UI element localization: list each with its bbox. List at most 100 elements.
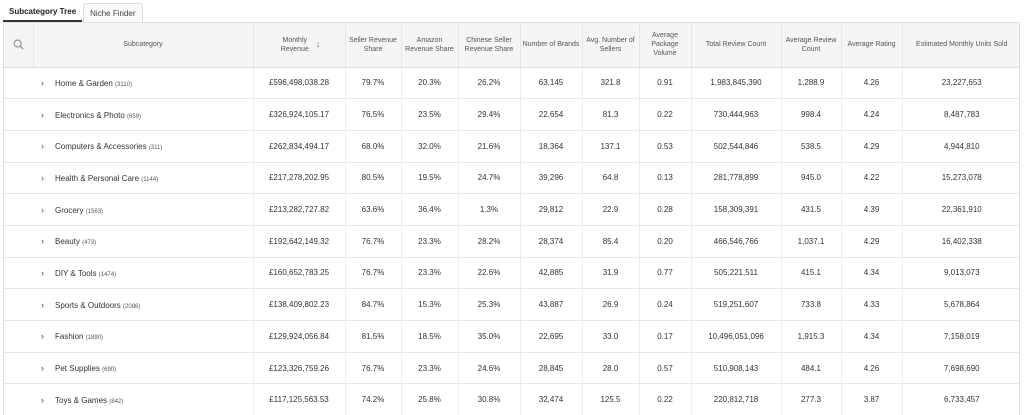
subcategory-count: (473) xyxy=(82,240,97,247)
subcategory-cell[interactable]: › Electronics & Photo (659) xyxy=(33,99,253,131)
subcategory-name: Fashion xyxy=(55,332,84,342)
subcategory-cell[interactable]: › DIY & Tools (1474) xyxy=(33,257,253,289)
number-of-brands-cell: 22,695 xyxy=(519,320,582,353)
total-review-count-cell: 158,309,391 xyxy=(690,193,781,226)
avg-number-of-sellers-cell: 26.9 xyxy=(581,288,639,321)
row-spacer-cell xyxy=(4,289,33,321)
avg-number-of-sellers-cell: 137.1 xyxy=(581,130,639,163)
subcategory-count: (659) xyxy=(127,113,142,120)
subcategory-count: (1890) xyxy=(85,335,104,342)
total-review-count-cell: 730,444,963 xyxy=(690,98,781,131)
header-subcategory[interactable]: Subcategory xyxy=(32,23,253,68)
chevron-right-icon[interactable]: › xyxy=(41,331,44,342)
header-number-of-brands[interactable]: Number of Brands xyxy=(519,23,582,68)
table-row[interactable]: › Fashion (1890) £129,924,056.84 81.5% 18.5%… xyxy=(4,320,1019,353)
average-package-volume-cell: 0.57 xyxy=(638,352,691,384)
chevron-right-icon[interactable]: › xyxy=(41,267,44,278)
amazon-revenue-share-cell: 23.3% xyxy=(400,257,458,289)
table-row[interactable]: › DIY & Tools (1474) £160,652,783.25 76.7% 2… xyxy=(4,257,1019,289)
total-review-count-cell: 505,221,511 xyxy=(690,257,781,289)
header-seller-revenue-share[interactable]: Seller Revenue Share xyxy=(344,23,401,68)
header-average-package-volume[interactable]: Average Package Volume xyxy=(638,23,691,68)
search-header-cell[interactable] xyxy=(4,23,33,68)
header-estimated-monthly-units-sold[interactable]: Estimated Monthly Units Sold xyxy=(901,23,1019,68)
subcategory-cell[interactable]: › Fashion (1890) xyxy=(33,321,253,353)
avg-number-of-sellers-cell: 31.9 xyxy=(581,257,639,289)
subcategory-cell[interactable]: › Toys & Games (842) xyxy=(33,384,253,415)
amazon-revenue-share-cell: 23.3% xyxy=(400,225,458,258)
avg-number-of-sellers-cell: 33.0 xyxy=(581,320,639,353)
number-of-brands-cell: 18,364 xyxy=(519,130,582,163)
average-package-volume-cell: 0.22 xyxy=(638,383,691,415)
subcategory-name: Beauty xyxy=(55,237,80,247)
table-row[interactable]: › Health & Personal Care (1144) £217,278,2… xyxy=(4,162,1019,194)
chevron-right-icon[interactable]: › xyxy=(41,394,44,405)
average-review-count-cell: 733.8 xyxy=(780,288,841,321)
table-row[interactable]: › Home & Garden (3110) £596,498,038.28 79.7… xyxy=(4,67,1019,99)
chevron-right-icon[interactable]: › xyxy=(41,236,44,247)
tab-niche-finder[interactable]: Niche Finder xyxy=(83,3,143,22)
estimated-monthly-units-sold-cell: 4,944,810 xyxy=(901,130,1019,163)
subcategory-cell[interactable]: › Beauty (473) xyxy=(33,225,253,257)
chinese-seller-revenue-share-cell: 26.2% xyxy=(457,67,520,99)
chevron-right-icon[interactable]: › xyxy=(41,172,44,183)
header-total-review-count[interactable]: Total Review Count xyxy=(690,23,781,68)
chevron-right-icon[interactable]: › xyxy=(41,204,44,215)
subcategory-cell[interactable]: › Grocery (1563) xyxy=(33,194,253,226)
header-chinese-seller-revenue-share[interactable]: Chinese Seller Revenue Share xyxy=(457,23,520,68)
subcategory-name: Electronics & Photo xyxy=(55,110,125,120)
table-row[interactable]: › Pet Supplies (690) £123,326,759.26 76.7% 2… xyxy=(4,352,1019,384)
subcategory-cell[interactable]: › Pet Supplies (690) xyxy=(33,352,253,384)
average-rating-cell: 4.33 xyxy=(840,288,902,321)
table-row[interactable]: › Computers & Accessories (311) £262,834,4… xyxy=(4,130,1019,163)
table-header-row: Subcategory Monthly Revenue ↓ Seller Rev… xyxy=(4,23,1019,68)
subcategory-count: (1474) xyxy=(98,271,117,278)
number-of-brands-cell: 28,374 xyxy=(519,225,582,258)
seller-revenue-share-cell: 76.7% xyxy=(344,257,401,289)
table-row[interactable]: › Sports & Outdoors (2086) £138,409,802.23… xyxy=(4,288,1019,321)
subcategory-cell[interactable]: › Home & Garden (3110) xyxy=(33,67,253,99)
arrow-down-icon[interactable]: ↓ xyxy=(315,39,321,50)
table-row[interactable]: › Beauty (473) £192,642,149.32 76.7% 23.3% 28… xyxy=(4,225,1019,258)
average-package-volume-cell: 0.77 xyxy=(638,257,691,289)
subcategory-cell[interactable]: › Computers & Accessories (311) xyxy=(33,130,253,162)
header-average-review-count[interactable]: Average Review Count xyxy=(780,23,841,68)
seller-revenue-share-cell: 80.5% xyxy=(344,162,401,194)
header-avg-number-of-sellers[interactable]: Avg. Number of Sellers xyxy=(581,23,639,68)
chevron-right-icon[interactable]: › xyxy=(41,109,44,120)
chevron-right-icon[interactable]: › xyxy=(41,141,44,152)
chevron-right-icon[interactable]: › xyxy=(41,77,44,88)
estimated-monthly-units-sold-cell: 6,733,457 xyxy=(901,383,1019,415)
subcategory-cell[interactable]: › Health & Personal Care (1144) xyxy=(33,162,253,194)
chinese-seller-revenue-share-cell: 35.0% xyxy=(457,320,520,353)
avg-number-of-sellers-cell: 22.9 xyxy=(581,193,639,226)
header-average-rating[interactable]: Average Rating xyxy=(840,23,902,68)
tab-subcategory-tree[interactable]: Subcategory Tree xyxy=(3,3,83,22)
number-of-brands-cell: 22,654 xyxy=(519,98,582,131)
chinese-seller-revenue-share-cell: 24.7% xyxy=(457,162,520,194)
average-package-volume-cell: 0.24 xyxy=(638,288,691,321)
table-row[interactable]: › Grocery (1563) £213,282,727.82 63.6% 36.4%… xyxy=(4,193,1019,226)
header-amazon-revenue-share[interactable]: Amazon Revenue Share xyxy=(400,23,458,68)
number-of-brands-cell: 42,885 xyxy=(519,257,582,289)
monthly-revenue-cell: £138,409,802.23 xyxy=(252,288,345,321)
header-monthly-revenue[interactable]: Monthly Revenue ↓ xyxy=(252,23,345,68)
seller-revenue-share-cell: 63.6% xyxy=(344,193,401,226)
amazon-revenue-share-cell: 20.3% xyxy=(400,67,458,99)
table-row[interactable]: › Electronics & Photo (659) £326,924,105.1… xyxy=(4,98,1019,131)
chevron-right-icon[interactable]: › xyxy=(41,299,44,310)
subcategory-cell[interactable]: › Sports & Outdoors (2086) xyxy=(33,289,253,321)
search-icon[interactable] xyxy=(13,39,24,50)
table-row[interactable]: › Toys & Games (842) £117,125,563.53 74.2% 2… xyxy=(4,383,1019,415)
chinese-seller-revenue-share-cell: 30.8% xyxy=(457,383,520,415)
row-spacer-cell xyxy=(4,352,33,384)
row-spacer-cell xyxy=(4,162,33,194)
chevron-right-icon[interactable]: › xyxy=(41,363,44,374)
row-spacer-cell xyxy=(4,257,33,289)
header-monthly-revenue-label: Monthly Revenue xyxy=(280,36,309,53)
average-package-volume-cell: 0.53 xyxy=(638,130,691,163)
average-package-volume-cell: 0.91 xyxy=(638,67,691,99)
row-spacer-cell xyxy=(4,384,33,415)
subcategory-count: (3110) xyxy=(115,81,132,88)
row-spacer-cell xyxy=(4,321,33,353)
